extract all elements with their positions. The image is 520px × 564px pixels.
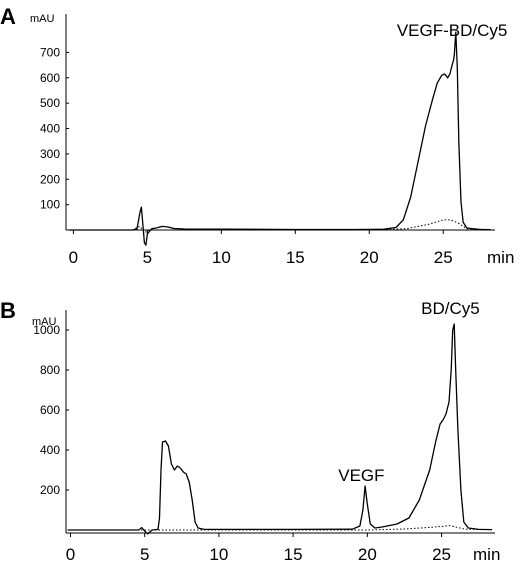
- panel-a-y-tick-label: 700: [40, 45, 60, 59]
- panel-a-letter: A: [0, 4, 16, 29]
- panel-a-peak-label: VEGF-BD/Cy5: [397, 21, 508, 40]
- panel-b-letter: B: [0, 298, 16, 323]
- panel-a-solid-trace: [69, 31, 491, 246]
- panel-b-y-tick-label: 600: [40, 403, 60, 417]
- panel-b-x-tick-label: 5: [140, 545, 149, 564]
- panel-b-x-tick-label: 15: [284, 545, 303, 564]
- panel-a-x-tick-label: 15: [286, 248, 305, 267]
- panel-a-x-axis-label: min: [487, 248, 514, 267]
- panel-b-x-tick-label: 20: [358, 545, 377, 564]
- panel-a-y-tick-label: 200: [40, 172, 60, 186]
- panel-a-x-tick-label: 20: [360, 248, 379, 267]
- panel-a-y-tick-label: 400: [40, 122, 60, 136]
- panel-b-x-tick-label: 0: [66, 545, 75, 564]
- panel-b-peak-label: VEGF: [338, 466, 384, 485]
- panel-a-x-tick-label: 25: [434, 248, 453, 267]
- panel-b-y-axis-label: mAU: [32, 316, 57, 328]
- panel-a-x-tick-label: 5: [143, 248, 152, 267]
- panel-b-y-tick-label: 1000: [33, 323, 60, 337]
- panel-b-x-tick-label: 10: [209, 545, 228, 564]
- panel-b-x-tick-label: 25: [432, 545, 451, 564]
- panel-b-dotted-trace: [67, 525, 493, 531]
- panel-b-x-axis-label: min: [473, 545, 500, 564]
- panel-a-y-tick-label: 500: [40, 96, 60, 110]
- panel-a-y-axis-label: mAU: [30, 13, 55, 25]
- panel-a-y-tick-label: 600: [40, 71, 60, 85]
- panel-a-y-tick-label: 300: [40, 147, 60, 161]
- panel-b-y-tick-label: 200: [40, 483, 60, 497]
- panel-b-y-tick-label: 800: [40, 363, 60, 377]
- panel-a-x-tick-label: 10: [212, 248, 231, 267]
- panel-a-x-tick-label: 0: [69, 248, 78, 267]
- panel-a-y-tick-label: 100: [40, 198, 60, 212]
- panel-b-y-tick-label: 400: [40, 443, 60, 457]
- panel-b-solid-trace: [67, 323, 493, 535]
- panel-b-peak-label: BD/Cy5: [421, 299, 480, 318]
